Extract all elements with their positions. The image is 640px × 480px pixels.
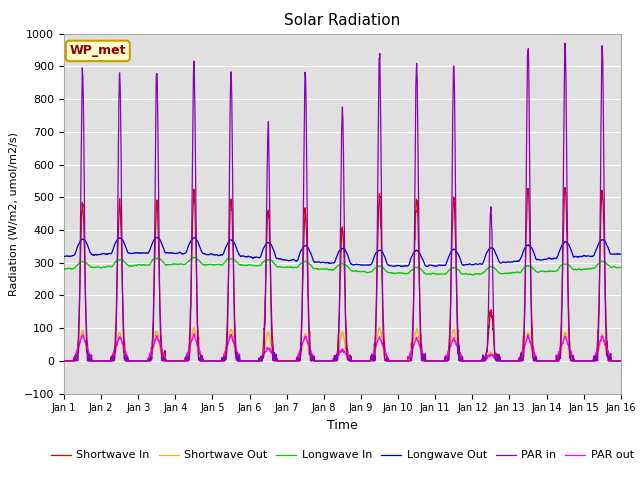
Shortwave In (568, 356, 575, 361)
Line: Longwave Out: Longwave Out (64, 237, 621, 266)
Shortwave Out (358, 358, 366, 364)
PAR out (617, 358, 625, 364)
Longwave In (371, 265, 378, 271)
Longwave In (584, 266, 591, 272)
Line: Longwave In: Longwave In (64, 257, 621, 275)
PAR out (216, 358, 223, 364)
Longwave In (60, 266, 68, 272)
Longwave Out (216, 252, 223, 258)
Longwave Out (371, 253, 378, 259)
Longwave Out (568, 249, 575, 255)
Title: Solar Radiation: Solar Radiation (284, 13, 401, 28)
Shortwave Out (60, 358, 68, 364)
PAR out (60, 358, 68, 364)
Shortwave In (358, 359, 366, 364)
Shortwave Out (216, 358, 223, 364)
Longwave In (470, 272, 477, 278)
Line: PAR in: PAR in (64, 43, 621, 361)
Longwave In (504, 270, 512, 276)
PAR in (568, 358, 575, 364)
Line: PAR out: PAR out (64, 334, 621, 361)
PAR out (358, 358, 366, 364)
Longwave Out (617, 252, 625, 257)
Longwave Out (584, 253, 591, 259)
Shortwave Out (617, 358, 625, 364)
Shortwave In (504, 359, 512, 364)
PAR in (504, 358, 512, 364)
PAR in (617, 358, 625, 364)
Line: Shortwave Out: Shortwave Out (64, 327, 621, 361)
PAR in (358, 358, 366, 364)
PAR out (190, 331, 198, 336)
X-axis label: Time: Time (327, 419, 358, 432)
Shortwave Out (568, 357, 575, 363)
Legend: Shortwave In, Shortwave Out, Longwave In, Longwave Out, PAR in, PAR out: Shortwave In, Shortwave Out, Longwave In… (46, 446, 639, 465)
Shortwave In (215, 359, 223, 364)
Longwave Out (424, 264, 431, 269)
Longwave Out (504, 259, 512, 264)
PAR in (215, 358, 223, 364)
Shortwave Out (504, 358, 512, 364)
PAR out (583, 358, 591, 364)
Longwave In (568, 265, 575, 271)
Shortwave In (371, 341, 378, 347)
PAR out (371, 347, 378, 352)
PAR in (60, 358, 68, 364)
Longwave Out (60, 253, 68, 259)
Longwave Out (358, 263, 366, 268)
Shortwave Out (190, 324, 198, 330)
PAR in (561, 40, 569, 46)
Shortwave Out (371, 351, 378, 357)
PAR in (371, 358, 378, 364)
Shortwave In (60, 359, 68, 364)
PAR in (583, 358, 591, 364)
Longwave In (617, 265, 625, 271)
Shortwave In (583, 359, 591, 364)
Line: Shortwave In: Shortwave In (64, 188, 621, 361)
Longwave In (190, 254, 198, 260)
Y-axis label: Radiation (W/m2, umol/m2/s): Radiation (W/m2, umol/m2/s) (8, 132, 19, 296)
Longwave Out (153, 234, 161, 240)
Shortwave In (561, 185, 569, 191)
Longwave In (358, 269, 366, 275)
Longwave In (216, 262, 223, 267)
PAR out (568, 349, 575, 355)
PAR out (504, 358, 512, 364)
Shortwave Out (583, 358, 591, 364)
Text: WP_met: WP_met (70, 44, 126, 58)
Shortwave In (617, 359, 625, 364)
